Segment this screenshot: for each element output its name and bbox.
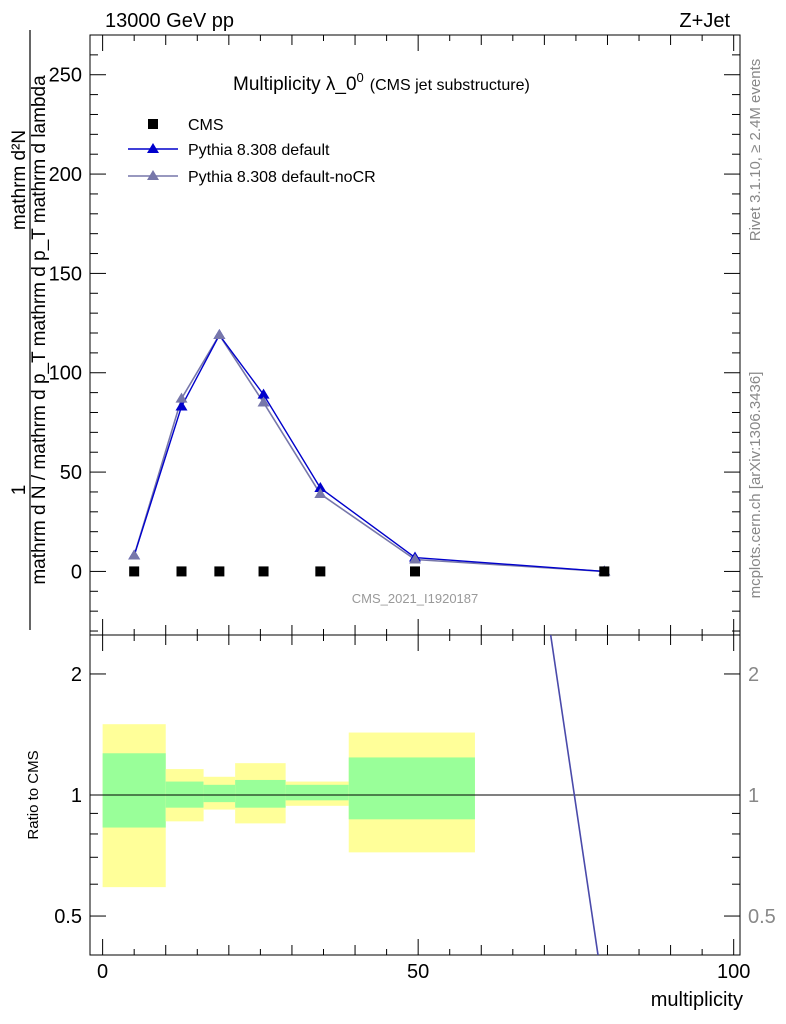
y-tick-label: 250 (49, 65, 82, 87)
marker-cms (410, 566, 420, 577)
header-process-label: Z+Jet (679, 10, 730, 32)
ratio-y-tick-label-right: 2 (748, 664, 759, 686)
mcplots-label: mcplots.cern.ch [arXiv:1306.3436] (747, 372, 764, 599)
series-line-pythia-default (133, 333, 605, 573)
marker-cms (176, 566, 187, 577)
chart-title-main: Multiplicity λ_0 (233, 74, 357, 95)
legend-label-cms: CMS (188, 117, 224, 134)
marker-cms (599, 566, 610, 577)
legend-label-pythia-nocr: Pythia 8.308 default-noCR (188, 169, 376, 186)
legend: CMS Pythia 8.308 default Pythia 8.308 de… (128, 117, 376, 186)
legend-marker-cms (148, 119, 158, 129)
ylabel-denominator: mathrm d N / mathrm d p_T mathrm d p_T m… (29, 75, 50, 585)
marker-cms (129, 566, 140, 577)
ratio-y-tick-label: 2 (71, 664, 82, 686)
ratio-error-bands (102, 724, 475, 888)
ratio-y-tick-label-right: 1 (748, 785, 759, 807)
analysis-watermark: CMS_2021_I1920187 (352, 591, 479, 606)
marker-pythia-nocr (175, 392, 188, 403)
ratio-y-tick-label: 0.5 (54, 906, 82, 928)
marker-pythia-nocr (213, 329, 226, 339)
marker-cms (315, 566, 326, 577)
band-inner-2 (203, 784, 236, 803)
ratio-curve (549, 634, 599, 956)
ylabel-numerator: mathrm d²N (9, 130, 30, 230)
marker-pythia-nocr (257, 396, 270, 407)
y-tick-label: 0 (71, 561, 82, 583)
chart-title-suffix: (CMS jet substructure) (370, 77, 530, 94)
chart-title-superscript: 0 (357, 70, 364, 85)
marker-pythia-nocr (409, 553, 421, 564)
marker-pythia-default (314, 481, 327, 492)
marker-cms (258, 566, 269, 577)
series-markers (128, 329, 611, 577)
rivet-version-label: Rivet 3.1.10, ≥ 2.4M events (747, 59, 764, 242)
x-tick-label: 50 (407, 961, 429, 983)
header-collision-label: 13000 GeV pp (105, 10, 234, 32)
legend-label-pythia-default: Pythia 8.308 default (188, 142, 330, 159)
main-ylabel: mathrm d²N 1 mathrm d N / mathrm d p_T m… (9, 30, 50, 630)
marker-cms (214, 566, 225, 577)
x-tick-label: 0 (97, 961, 108, 983)
ratio-y-tick-label-right: 0.5 (748, 906, 776, 928)
y-tick-label: 100 (49, 363, 82, 385)
y-tick-label: 200 (49, 164, 82, 186)
x-tick-label: 100 (717, 961, 750, 983)
band-inner-5 (348, 757, 475, 820)
y-tick-label: 150 (49, 263, 82, 285)
legend-marker-pythia-default (147, 143, 159, 153)
marker-pythia-nocr (128, 549, 141, 560)
marker-pythia-nocr (314, 487, 327, 498)
xlabel: multiplicity (651, 989, 743, 1011)
band-inner-3 (235, 779, 286, 808)
ratio-ylabel: Ratio to CMS (25, 750, 42, 839)
legend-marker-pythia-nocr (147, 170, 159, 180)
ratio-y-tick-label: 1 (71, 785, 82, 807)
chart-title: Multiplicity λ_00 (CMS jet substructure) (233, 70, 530, 95)
band-inner-0 (102, 753, 166, 828)
y-tick-label: 50 (60, 462, 82, 484)
ylabel-prefix: 1 (9, 485, 30, 496)
axis-ticks: 0 50 100 150 200 250 0 50 100 0.5 0.5 1 1 2 2 (49, 35, 776, 983)
marker-pythia-default (175, 400, 188, 411)
band-inner-4 (285, 784, 349, 801)
series-line-pythia-nocr (133, 333, 605, 573)
marker-pythia-default (257, 388, 270, 399)
